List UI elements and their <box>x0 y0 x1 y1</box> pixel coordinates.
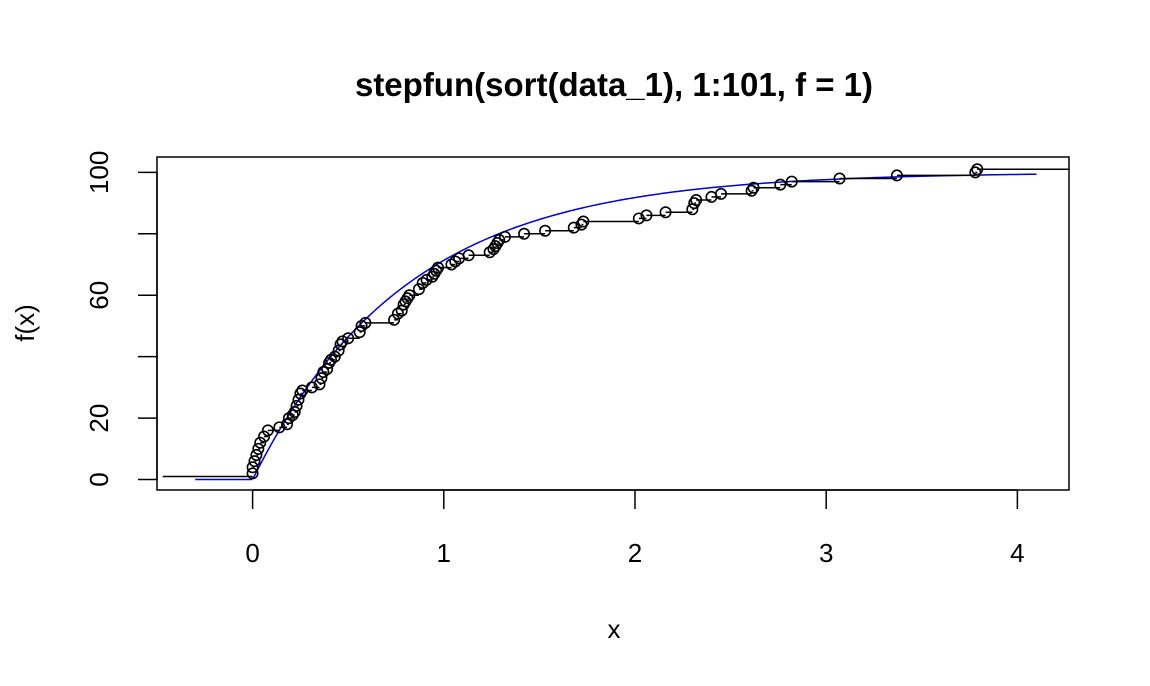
data-point <box>462 249 475 262</box>
data-point <box>313 378 326 391</box>
data-point <box>420 273 433 286</box>
plot-area <box>162 163 1069 481</box>
data-point <box>971 163 984 176</box>
data-point <box>403 289 416 302</box>
data-point <box>774 178 787 191</box>
series-curve-line <box>195 173 1037 481</box>
data-point <box>315 372 328 385</box>
data-point <box>416 276 429 289</box>
data-point <box>498 230 511 243</box>
data-point <box>493 233 506 246</box>
series-step <box>162 163 1069 480</box>
plot-frame <box>156 156 1070 491</box>
x-tick-label: 3 <box>819 538 833 568</box>
data-point <box>261 424 274 437</box>
data-point <box>258 430 271 443</box>
x-tick-label: 2 <box>628 538 642 568</box>
y-tick-label: 100 <box>84 151 114 194</box>
data-point <box>833 172 846 185</box>
data-point <box>246 467 259 480</box>
data-point <box>577 215 590 228</box>
x-axis-label: x <box>608 614 621 644</box>
y-axis-label: f(x) <box>10 304 40 342</box>
data-point <box>336 335 349 348</box>
data-point <box>391 307 404 320</box>
chart-title: stepfun(sort(data_1), 1:101, f = 1) <box>355 66 873 103</box>
data-point <box>632 212 645 225</box>
data-point <box>518 227 531 240</box>
data-point <box>355 319 368 332</box>
data-point <box>640 209 653 222</box>
data-point <box>342 332 355 345</box>
data-point <box>328 350 341 363</box>
data-point <box>449 255 462 268</box>
data-point <box>388 313 401 326</box>
data-point <box>250 448 263 461</box>
data-point <box>317 366 330 379</box>
data-point <box>659 206 672 219</box>
y-axis: 0 20 60 100 <box>84 151 158 487</box>
x-axis: 0 1 2 3 4 <box>245 489 1025 568</box>
data-point <box>890 169 903 182</box>
data-point <box>432 261 445 274</box>
x-tick-label: 1 <box>437 538 451 568</box>
data-point <box>254 436 267 449</box>
data-point <box>248 455 261 468</box>
y-tick-label: 0 <box>84 472 114 486</box>
data-point <box>252 442 265 455</box>
y-tick-label: 60 <box>84 281 114 310</box>
data-point <box>353 326 366 339</box>
data-point <box>567 221 580 234</box>
data-point <box>273 421 286 434</box>
x-tick-label: 0 <box>245 538 259 568</box>
data-point <box>690 194 703 207</box>
data-point <box>290 399 303 412</box>
data-point <box>747 181 760 194</box>
data-point <box>539 224 552 237</box>
data-point <box>324 353 337 366</box>
data-point <box>281 418 294 431</box>
data-point <box>445 258 458 271</box>
data-point <box>246 461 259 474</box>
data-point <box>785 175 798 188</box>
x-tick-label: 4 <box>1010 538 1024 568</box>
data-point <box>715 187 728 200</box>
y-tick-label: 20 <box>84 404 114 433</box>
data-point <box>412 283 425 296</box>
data-point <box>305 381 318 394</box>
data-point <box>288 405 301 418</box>
data-point <box>359 316 372 329</box>
